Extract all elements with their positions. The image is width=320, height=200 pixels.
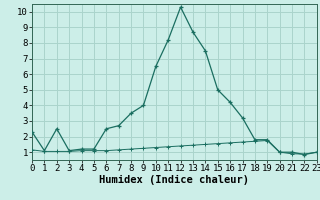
X-axis label: Humidex (Indice chaleur): Humidex (Indice chaleur): [100, 175, 249, 185]
